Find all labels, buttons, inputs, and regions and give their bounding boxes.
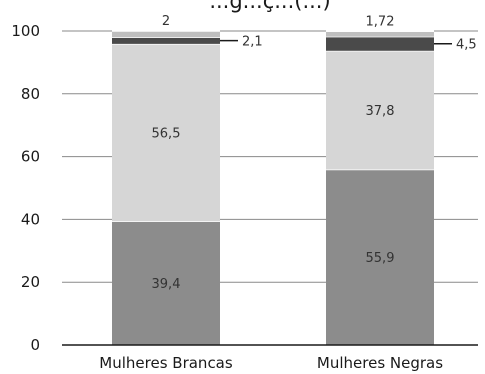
bar-segment: [112, 221, 220, 345]
bar-segment: [326, 169, 434, 345]
bar-segment: [112, 43, 220, 222]
data-label: 2: [162, 14, 170, 29]
data-label: 39,4: [152, 277, 181, 292]
data-label: 56,5: [152, 127, 181, 142]
y-tick-label: 80: [21, 85, 40, 103]
y-tick-label: 20: [21, 273, 40, 291]
y-tick-label: 40: [21, 210, 40, 228]
bar-segment: [326, 36, 434, 51]
x-category-label: Mulheres Negras: [317, 354, 443, 372]
x-category-label: Mulheres Brancas: [99, 354, 233, 372]
chart-title-fragment: ...g...ç...(...): [209, 0, 330, 13]
data-label: 37,8: [366, 104, 395, 119]
data-label: 55,9: [366, 251, 395, 266]
bar-segment: [112, 37, 220, 44]
data-label: 4,5: [456, 38, 477, 53]
bar-segment: [326, 31, 434, 37]
data-label: 1,72: [366, 14, 395, 29]
y-tick-label: 100: [11, 22, 40, 40]
bar-segment: [112, 31, 220, 38]
bar-segment: [326, 50, 434, 170]
y-tick-label: 60: [21, 148, 40, 166]
y-tick-label: 0: [30, 336, 40, 354]
data-label: 2,1: [242, 35, 263, 50]
